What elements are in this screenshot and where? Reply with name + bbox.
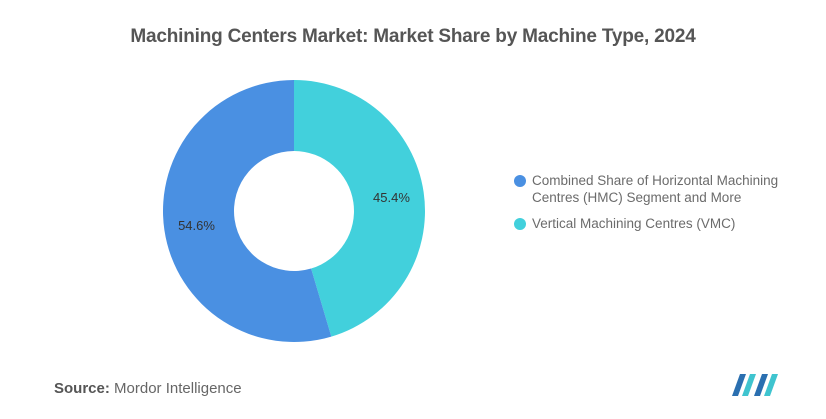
slice-hmc (163, 80, 332, 342)
legend-item-vmc: Vertical Machining Centres (VMC) (514, 215, 804, 232)
source-label: Source: (54, 380, 110, 397)
legend-label-hmc: Combined Share of Horizontal Machining C… (532, 173, 779, 205)
legend-item-hmc: Combined Share of Horizontal Machining C… (514, 172, 804, 206)
source-text: Mordor Intelligence (114, 380, 242, 397)
logo-shape-right-a (754, 374, 768, 396)
legend-swatch-vmc (514, 218, 526, 230)
legend-label-vmc: Vertical Machining Centres (VMC) (532, 216, 736, 231)
logo-shape-left (732, 374, 746, 396)
logo-shape-mid (742, 374, 756, 396)
legend-swatch-hmc (514, 175, 526, 187)
chart-title: Machining Centers Market: Market Share b… (130, 26, 696, 47)
mordor-intelligence-logo-icon (732, 374, 778, 396)
slice-vmc (294, 80, 426, 337)
logo-shape-right-b (764, 374, 778, 396)
data-label-vmc: 45.4% (373, 190, 410, 205)
data-label-hmc: 54.6% (178, 218, 215, 233)
source-note: Source: Mordor Intelligence (54, 380, 242, 397)
chart-legend: Combined Share of Horizontal Machining C… (514, 172, 804, 241)
